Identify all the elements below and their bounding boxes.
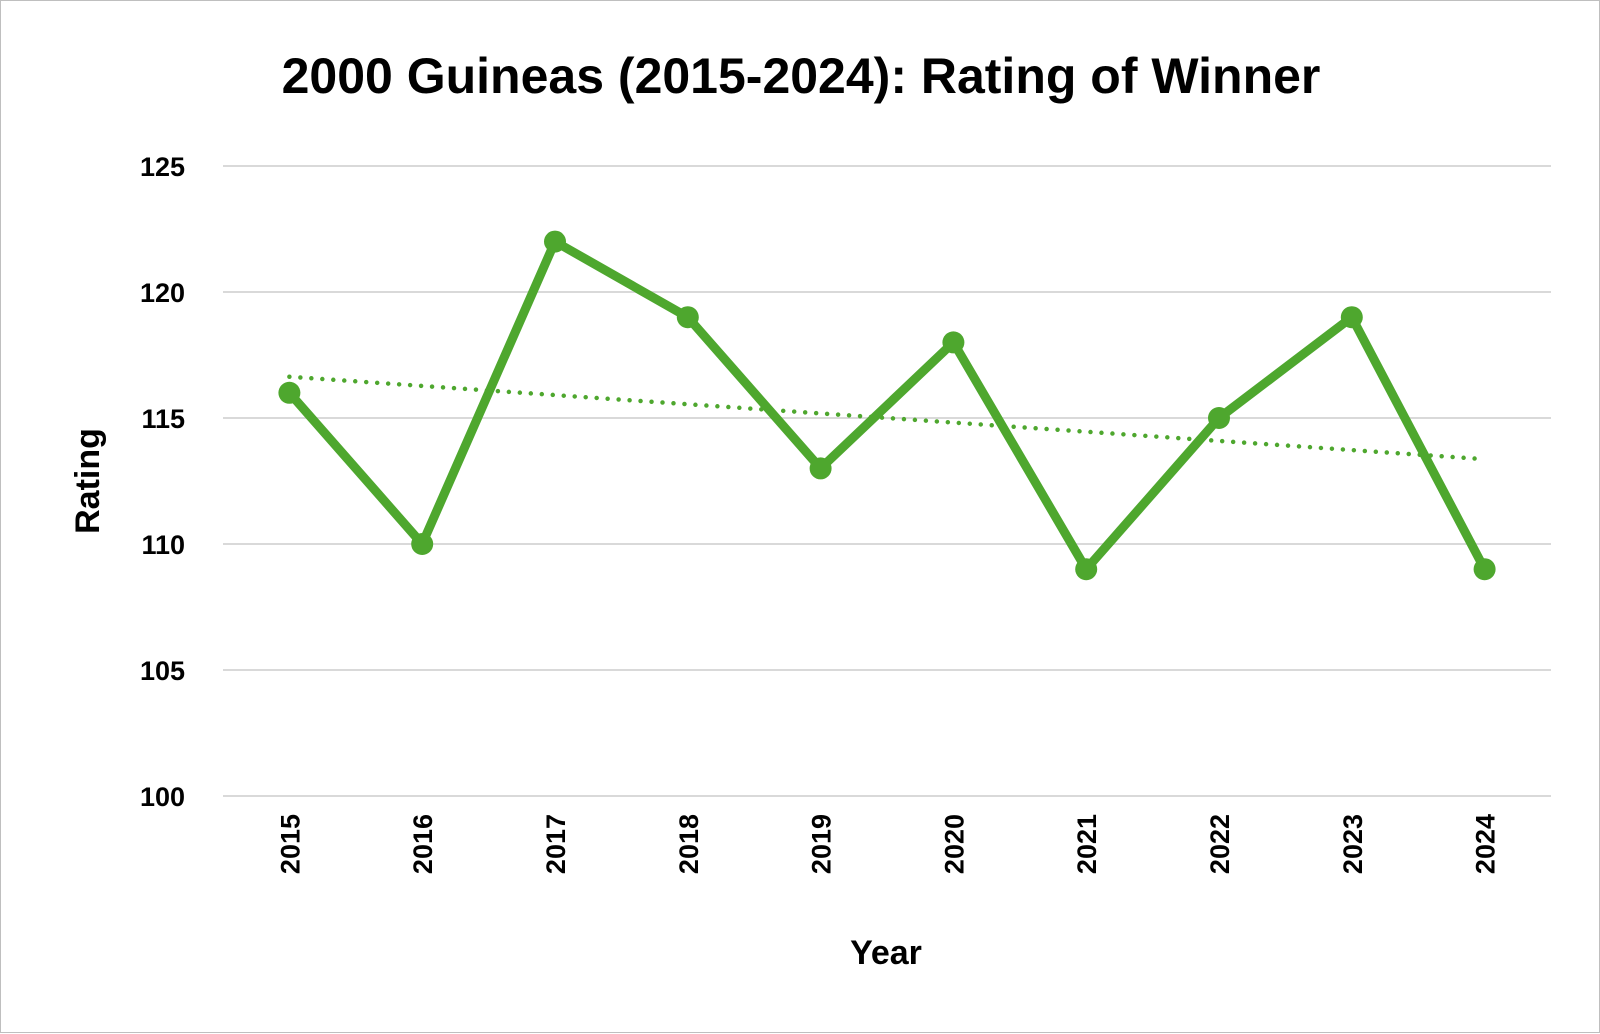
x-axis-tick-labels: 2015 2016 2017 2018 2019 2020 2021 2022 2023 2024 — [275, 814, 1500, 874]
data-point — [809, 457, 832, 480]
x-tick-label: 2018 — [674, 814, 704, 874]
series-layer — [278, 230, 1496, 581]
data-point — [411, 533, 434, 555]
x-axis-title: Year — [850, 934, 922, 972]
x-tick-label: 2023 — [1338, 814, 1368, 874]
series-line — [284, 237, 1490, 574]
data-point — [1340, 306, 1363, 329]
y-tick-label: 105 — [140, 656, 185, 686]
x-tick-label: 2015 — [275, 814, 305, 874]
data-point — [544, 230, 566, 253]
y-tick-label: 120 — [140, 278, 185, 308]
y-axis-tick-labels: 100 105 110 115 120 125 — [140, 152, 185, 812]
data-point — [278, 381, 301, 404]
y-tick-label: 110 — [141, 530, 185, 560]
data-point — [676, 306, 699, 329]
x-tick-label: 2019 — [807, 814, 837, 874]
y-tick-label: 125 — [140, 152, 185, 182]
gridlines — [223, 165, 1551, 797]
data-point — [942, 331, 965, 354]
y-tick-label: 100 — [140, 782, 185, 812]
y-axis-title: Rating — [69, 428, 107, 534]
x-tick-label: 2022 — [1205, 814, 1235, 874]
x-tick-label: 2017 — [541, 814, 571, 874]
data-point — [1473, 558, 1496, 581]
y-tick-label: 115 — [141, 404, 185, 434]
x-tick-label: 2021 — [1072, 814, 1102, 874]
x-tick-label: 2024 — [1471, 814, 1501, 874]
data-point — [1208, 407, 1230, 429]
x-tick-label: 2020 — [939, 814, 969, 874]
data-point — [1075, 558, 1098, 581]
chart-title: 2000 Guineas (2015-2024): Rating of Winn… — [282, 48, 1321, 104]
x-tick-label: 2016 — [408, 814, 438, 874]
